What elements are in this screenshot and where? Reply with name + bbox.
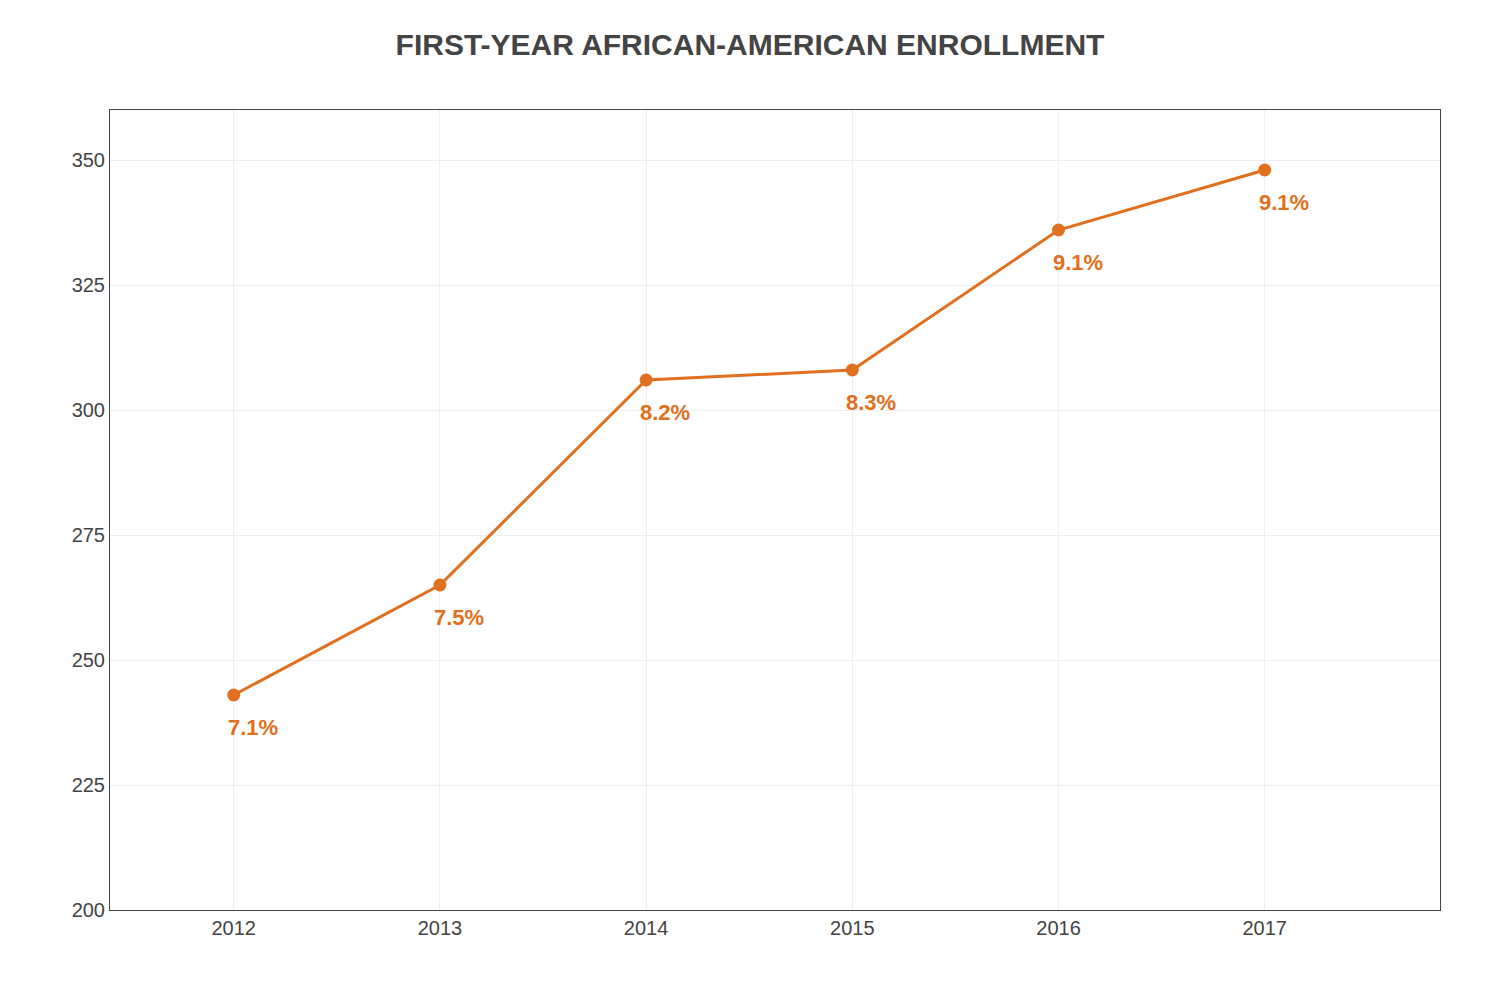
svg-text:250: 250 [72,649,105,671]
svg-text:200: 200 [72,899,105,921]
svg-text:2013: 2013 [418,917,463,939]
svg-text:7.1%: 7.1% [228,715,278,740]
svg-text:325: 325 [72,274,105,296]
svg-text:2016: 2016 [1036,917,1081,939]
svg-text:275: 275 [72,524,105,546]
svg-text:7.5%: 7.5% [434,605,484,630]
svg-text:9.1%: 9.1% [1053,250,1103,275]
svg-text:2012: 2012 [211,917,256,939]
svg-text:FIRST-YEAR AFRICAN-AMERICAN EN: FIRST-YEAR AFRICAN-AMERICAN ENROLLMENT [396,28,1105,61]
svg-text:8.3%: 8.3% [846,390,896,415]
svg-text:225: 225 [72,774,105,796]
svg-text:300: 300 [72,399,105,421]
svg-text:9.1%: 9.1% [1259,190,1309,215]
svg-text:2017: 2017 [1242,917,1287,939]
svg-text:2014: 2014 [624,917,669,939]
svg-text:2015: 2015 [830,917,875,939]
svg-text:350: 350 [72,149,105,171]
svg-text:8.2%: 8.2% [640,400,690,425]
